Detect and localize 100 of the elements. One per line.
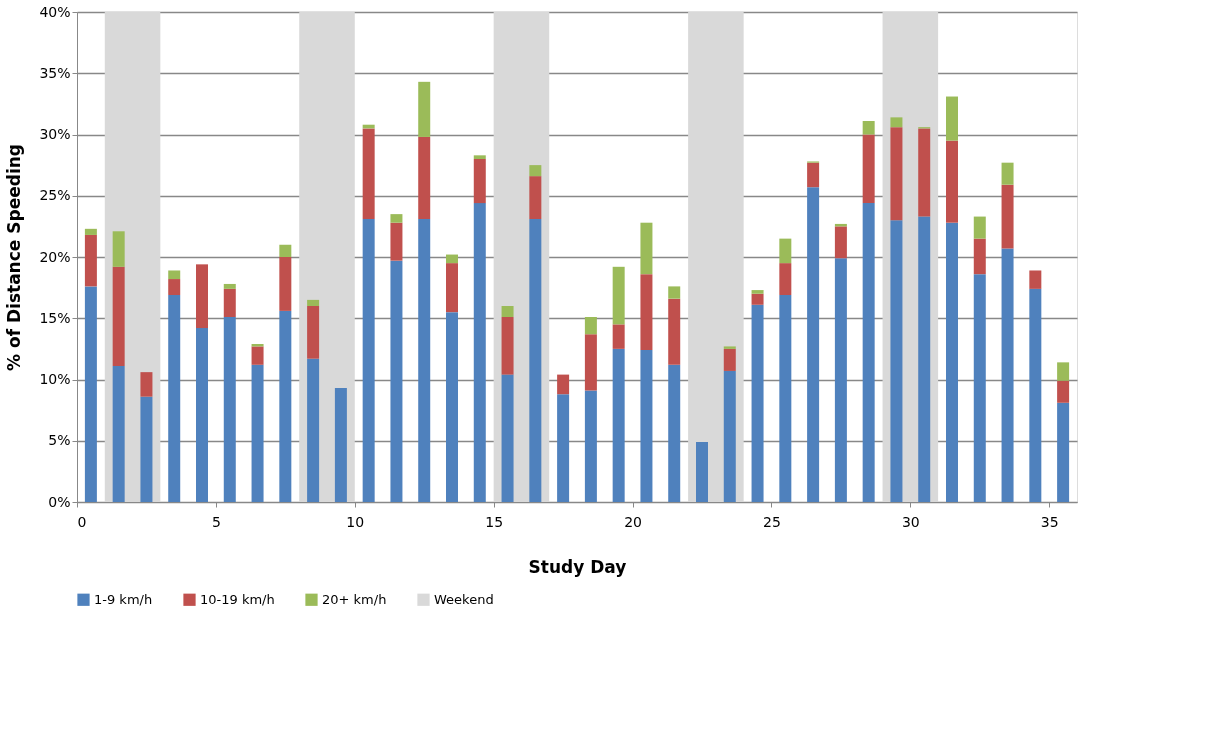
bar xyxy=(1057,362,1070,381)
bar xyxy=(501,306,514,318)
bar xyxy=(307,358,320,502)
bar xyxy=(640,222,653,275)
bar xyxy=(334,388,347,502)
bar xyxy=(196,264,208,329)
bar xyxy=(890,127,903,221)
y-tick-label: 15% xyxy=(39,309,71,326)
y-tick-label: 35% xyxy=(39,64,71,81)
legend-label: 20+ km/h xyxy=(322,591,387,607)
legend-label: 1-9 km/h xyxy=(94,591,153,607)
bar xyxy=(418,81,431,137)
bar xyxy=(557,394,570,502)
bar xyxy=(501,317,514,375)
bar xyxy=(84,234,97,287)
bar xyxy=(390,260,403,502)
bar xyxy=(529,176,542,220)
bar xyxy=(723,348,736,371)
bar xyxy=(1001,248,1014,502)
bar xyxy=(1029,270,1042,289)
bar xyxy=(723,346,736,349)
x-tick-label: 0 xyxy=(77,513,87,530)
bar xyxy=(1001,162,1014,185)
bar xyxy=(501,374,514,502)
bar xyxy=(779,294,792,502)
bar xyxy=(446,254,458,264)
bar xyxy=(1029,288,1042,502)
bar xyxy=(140,396,153,502)
bar xyxy=(918,128,931,217)
bar xyxy=(307,299,320,306)
x-tick-label: 35 xyxy=(1040,513,1059,530)
x-tick-label: 15 xyxy=(485,513,504,530)
bar xyxy=(223,283,236,289)
bar xyxy=(279,257,292,311)
bar xyxy=(168,294,181,502)
bar xyxy=(779,263,792,295)
bar xyxy=(668,298,681,365)
x-tick-label: 10 xyxy=(346,513,365,530)
y-tick-label: 20% xyxy=(39,248,71,265)
bar xyxy=(473,155,486,159)
bar xyxy=(862,134,875,204)
bar xyxy=(612,324,625,349)
bar xyxy=(668,364,681,502)
bar xyxy=(223,317,236,502)
y-tick-label: 25% xyxy=(39,187,71,204)
bar xyxy=(1057,402,1070,502)
bar xyxy=(112,231,125,267)
bar xyxy=(446,263,458,313)
bar xyxy=(362,128,375,220)
x-tick-label: 5 xyxy=(211,513,221,530)
bar xyxy=(890,220,903,502)
x-tick-label: 25 xyxy=(763,513,781,530)
bar xyxy=(612,266,625,325)
bar xyxy=(168,270,181,280)
bar xyxy=(251,346,264,365)
y-tick-label: 10% xyxy=(39,371,71,387)
bar xyxy=(168,279,181,295)
legend-label: Weekend xyxy=(434,591,494,607)
bar xyxy=(1057,380,1070,403)
bar xyxy=(84,286,97,502)
bar xyxy=(473,203,486,502)
bar xyxy=(84,228,97,235)
bar xyxy=(751,293,764,305)
legend-label: 10-19 km/h xyxy=(200,591,275,607)
bar xyxy=(751,290,764,294)
bar xyxy=(140,372,153,397)
bar xyxy=(529,219,542,502)
bar xyxy=(112,366,125,502)
y-tick-label: 30% xyxy=(39,126,71,142)
bar xyxy=(1001,184,1014,249)
x-tick-label: 30 xyxy=(901,513,920,530)
bar xyxy=(862,203,875,502)
bar xyxy=(640,350,653,502)
bar xyxy=(279,310,292,502)
bar xyxy=(612,348,625,502)
bar xyxy=(779,238,792,264)
bar xyxy=(918,216,931,502)
bar xyxy=(696,441,708,502)
bar xyxy=(640,274,653,351)
bar xyxy=(223,288,236,318)
bar xyxy=(362,219,375,502)
bar xyxy=(473,159,486,204)
bar xyxy=(557,374,570,395)
bar xyxy=(112,266,125,367)
bar xyxy=(973,216,986,239)
bar xyxy=(862,121,875,135)
bar xyxy=(307,306,320,359)
y-tick-label: 40% xyxy=(39,3,71,20)
bar xyxy=(834,226,847,259)
bar xyxy=(834,258,847,502)
bar xyxy=(584,390,597,502)
bar xyxy=(418,219,431,502)
bar xyxy=(584,317,597,335)
bar xyxy=(807,187,820,502)
bar xyxy=(973,238,986,275)
bar xyxy=(584,334,597,391)
bar xyxy=(390,222,403,261)
y-axis-title: % of Distance Speeding xyxy=(4,144,25,371)
bar xyxy=(946,96,958,141)
bar xyxy=(390,214,403,223)
